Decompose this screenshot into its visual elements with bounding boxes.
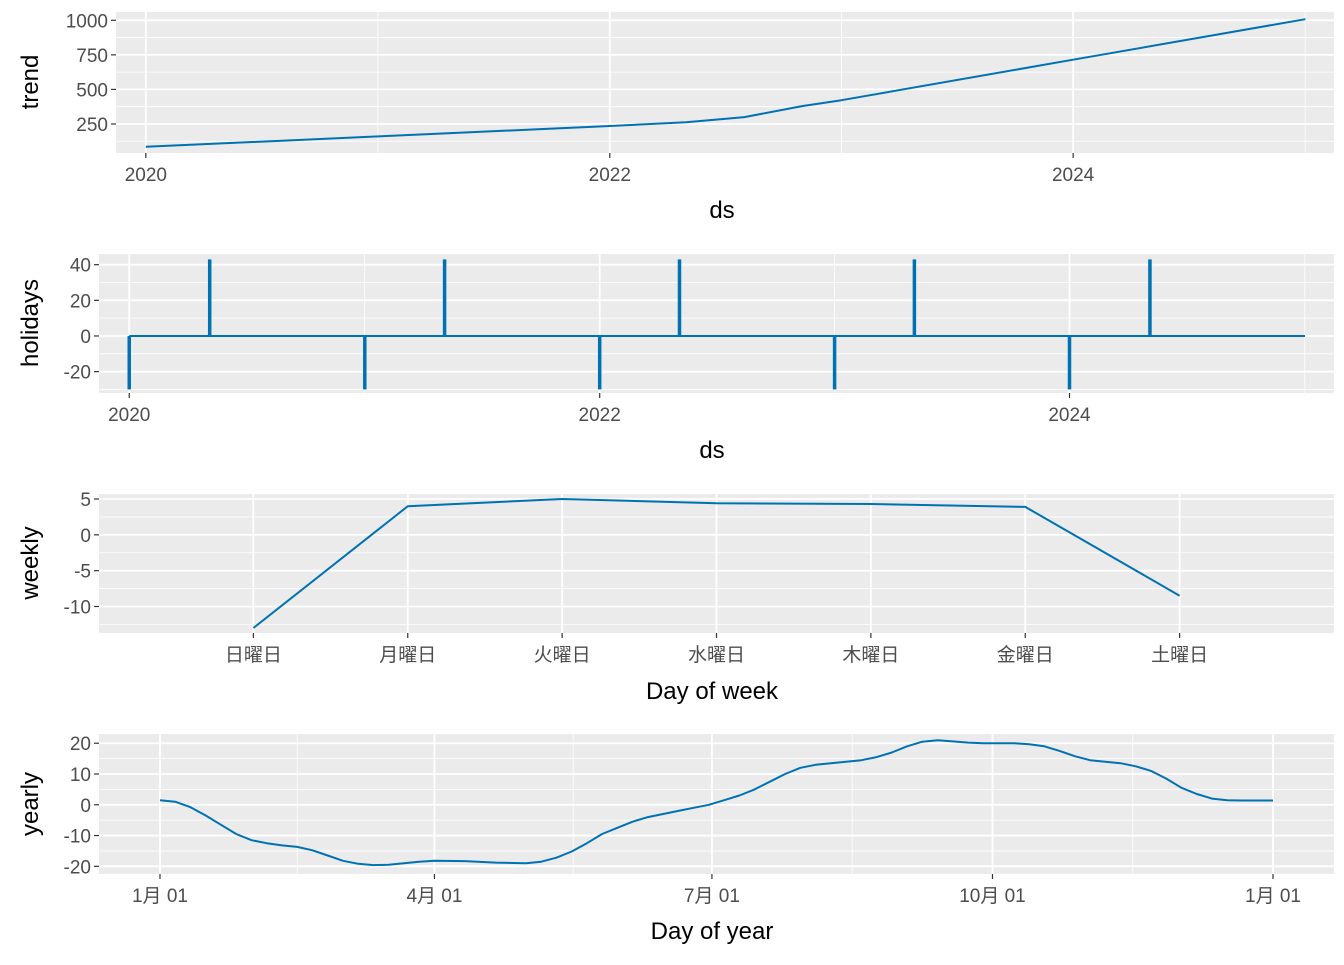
yearly-series: [159, 739, 1273, 867]
trend-series-line: [145, 18, 1306, 148]
yearly-x-tick-label: 10月 01: [959, 886, 1026, 907]
holidays-panel: -20 0 20 40 2020 2022 2024 ds holidays: [17, 254, 1334, 464]
holidays-x-axis-title: ds: [699, 437, 724, 464]
weekly-y-tick-label: -5: [74, 562, 91, 583]
yearly-x-ticks: 1月 01 4月 01 7月 01 10月 01 1月 01: [132, 874, 1301, 907]
trend-y-tick-label: 500: [76, 80, 108, 101]
yearly-y-tick-label: -20: [64, 857, 91, 878]
holidays-series: [127, 259, 1306, 390]
weekly-x-tick-label: 水曜日: [688, 644, 745, 666]
yearly-panel: -20 -10 0 10 20 1月 01 4月 01 7月 01 10月 01 1月 01 D…: [17, 734, 1334, 945]
trend-plot-background: [116, 12, 1334, 153]
trend-y-ticks: 250 500 750 1000: [66, 11, 116, 136]
weekly-x-ticks: 日曜日 月曜日 火曜日 水曜日 木曜日 金曜日 土曜日: [225, 633, 1208, 666]
weekly-panel: -10 -5 0 5 日曜日 月曜日 火曜日 水曜日 木曜日 金曜日 土曜日 Day of wee…: [17, 490, 1334, 705]
yearly-y-tick-label: 10: [70, 765, 91, 786]
yearly-x-tick-label: 4月 01: [406, 886, 462, 907]
holidays-y-tick-label: 0: [80, 327, 91, 348]
weekly-series-line: [252, 497, 1181, 629]
weekly-x-tick-label: 火曜日: [534, 645, 591, 666]
trend-y-tick-label: 1000: [66, 11, 108, 32]
weekly-series: [252, 497, 1181, 629]
weekly-y-ticks: -10 -5 0 5: [64, 490, 99, 618]
trend-series: [145, 18, 1306, 148]
weekly-y-tick-label: -10: [64, 597, 91, 618]
holidays-y-tick-label: 40: [70, 256, 91, 277]
holidays-y-axis-title: holidays: [17, 279, 44, 367]
yearly-x-tick-label: 1月 01: [132, 886, 188, 907]
yearly-y-axis-title: yearly: [17, 772, 44, 836]
trend-x-tick-label: 2022: [589, 165, 631, 186]
yearly-x-axis-title: Day of year: [651, 918, 774, 945]
trend-x-axis-title: ds: [709, 197, 734, 224]
trend-y-tick-label: 750: [76, 46, 108, 67]
holidays-plot-background: [99, 254, 1334, 393]
yearly-gridlines: [99, 734, 1334, 874]
trend-panel: 250 500 750 1000 2020 2022 2024 ds trend: [17, 11, 1334, 224]
weekly-y-tick-label: 5: [80, 490, 91, 511]
weekly-y-tick-label: 0: [80, 526, 91, 547]
holidays-x-tick-label: 2024: [1048, 405, 1091, 426]
trend-x-tick-label: 2024: [1052, 165, 1095, 186]
weekly-x-tick-label: 月曜日: [379, 645, 436, 666]
yearly-y-tick-label: 0: [80, 796, 91, 817]
yearly-y-tick-label: -10: [64, 827, 91, 848]
weekly-x-axis-title: Day of week: [646, 678, 779, 705]
yearly-x-tick-label: 1月 01: [1245, 886, 1301, 907]
yearly-y-tick-label: 20: [70, 734, 91, 755]
holidays-x-ticks: 2020 2022 2024: [108, 393, 1091, 426]
holidays-x-tick-label: 2020: [108, 405, 150, 426]
holidays-y-tick-label: 20: [70, 291, 91, 312]
yearly-y-ticks: -20 -10 0 10 20: [64, 734, 99, 878]
weekly-y-axis-title: weekly: [17, 526, 44, 600]
yearly-series-line: [159, 739, 1273, 867]
trend-x-ticks: 2020 2022 2024: [125, 153, 1095, 186]
weekly-x-tick-label: 日曜日: [225, 645, 282, 666]
weekly-x-tick-label: 木曜日: [842, 644, 899, 666]
holidays-y-ticks: -20 0 20 40: [64, 256, 99, 384]
trend-gridlines: [116, 12, 1334, 153]
holidays-x-tick-label: 2022: [579, 405, 621, 426]
weekly-x-tick-label: 土曜日: [1151, 644, 1208, 666]
trend-y-tick-label: 250: [76, 115, 108, 136]
yearly-x-tick-label: 7月 01: [684, 886, 740, 907]
weekly-x-tick-label: 金曜日: [997, 644, 1054, 666]
trend-x-tick-label: 2020: [125, 165, 167, 186]
holidays-y-tick-label: -20: [64, 363, 91, 384]
trend-y-axis-title: trend: [17, 55, 44, 110]
